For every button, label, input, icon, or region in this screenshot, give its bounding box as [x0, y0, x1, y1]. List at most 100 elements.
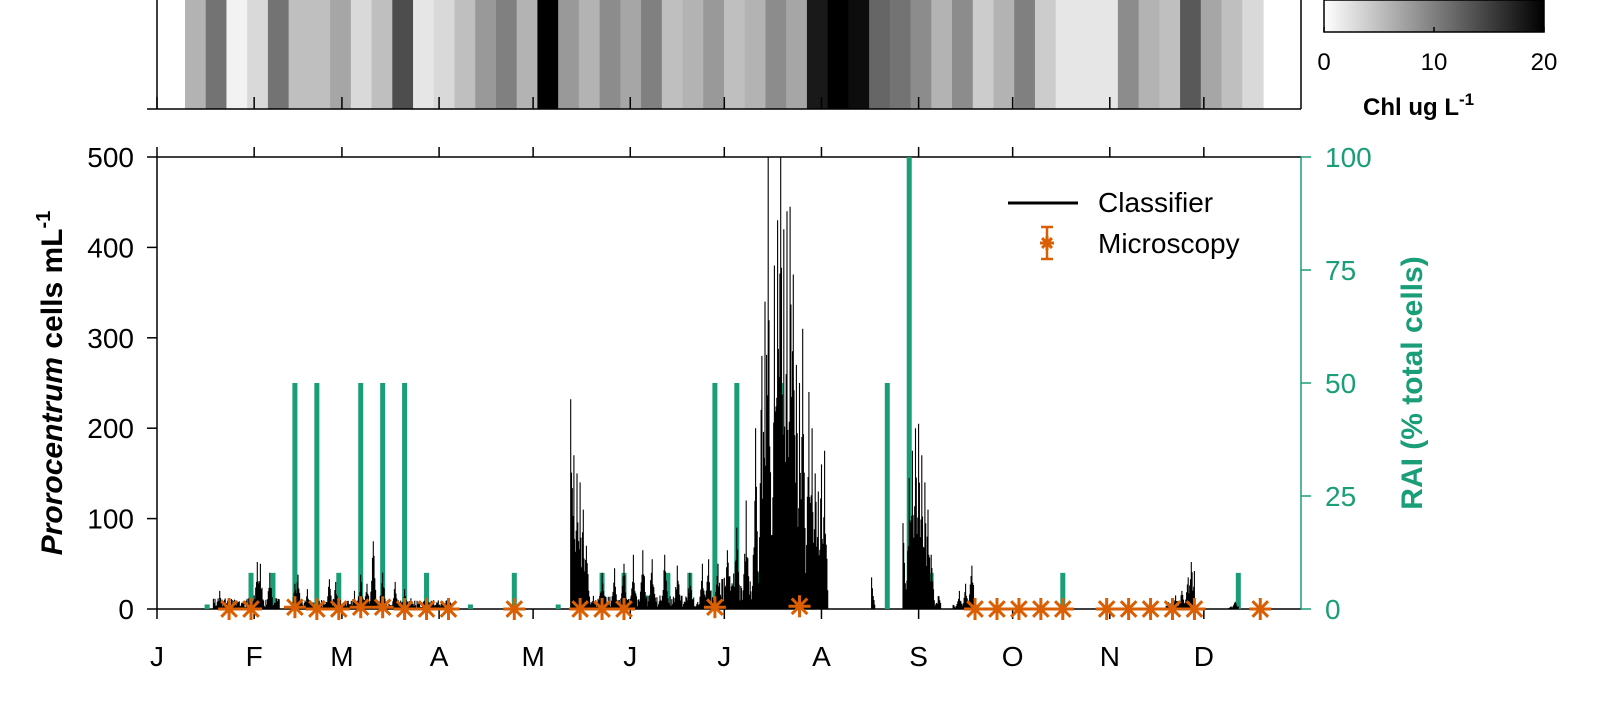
rai-bar [204, 604, 210, 609]
heatmap-cell [226, 0, 248, 109]
heatmap-cell [620, 0, 642, 109]
rai-bar [270, 572, 276, 609]
colorbar-title-superscript: -1 [1459, 90, 1474, 109]
microscopy-point [613, 598, 636, 620]
heatmap-cell [1242, 0, 1264, 109]
marker-stroke [373, 598, 392, 617]
marker-stroke [1040, 236, 1054, 250]
heatmap-cell [724, 0, 746, 109]
heatmap-cell [931, 0, 953, 109]
microscopy-series [218, 595, 1272, 620]
marker-stroke [1053, 600, 1072, 618]
heatmap-cell [703, 0, 725, 109]
marker-stroke [1032, 600, 1050, 618]
x-tick-label: M [330, 641, 353, 672]
legend-microscopy-marker [1040, 225, 1054, 261]
x-tick-label: M [521, 641, 544, 672]
x-tick-label: O [1002, 641, 1024, 672]
y-axis-title-italic: Prorocentrum [36, 357, 69, 555]
microscopy-point [393, 598, 416, 620]
y2-tick-label: 50 [1325, 368, 1356, 399]
marker-stroke [966, 600, 984, 618]
rai-bar [884, 383, 890, 609]
legend-classifier-label: Classifier [1098, 187, 1213, 218]
marker-stroke [329, 600, 348, 618]
x-tick-label: N [1100, 641, 1120, 672]
marker-stroke [220, 600, 238, 618]
y2-tick-label: 100 [1325, 142, 1372, 173]
rai-bar [1235, 572, 1241, 609]
heatmap-cell [1117, 0, 1140, 109]
heatmap-cell [330, 0, 352, 109]
heatmap-cell [558, 0, 580, 109]
heatmap-cell [827, 0, 849, 109]
microscopy-point [371, 596, 394, 619]
heatmap-cell [205, 0, 228, 109]
x-tick-label: S [909, 641, 928, 672]
heatmap-cell [475, 0, 497, 109]
heatmap-cell [641, 0, 663, 109]
microscopy-point [218, 598, 241, 620]
microscopy-point [305, 598, 328, 620]
x-tick-label: J [623, 641, 637, 672]
x-tick-label: A [812, 641, 831, 672]
classifier-line [212, 157, 1239, 609]
legend-microscopy-label: Microscopy [1098, 228, 1240, 259]
microscopy-point [327, 598, 350, 620]
heatmap-cell [1014, 0, 1036, 109]
marker-stroke [593, 600, 611, 618]
x-tick-label: A [430, 641, 449, 672]
heatmap-cell [288, 0, 310, 109]
microscopy-point [503, 598, 526, 620]
heatmap-cell [806, 0, 829, 109]
microscopy-point [964, 598, 987, 620]
rai-bar [380, 383, 386, 609]
marker-stroke [417, 600, 436, 618]
heatmap-cell [433, 0, 456, 109]
marker-stroke [1010, 600, 1028, 618]
heatmap-cell [952, 0, 974, 109]
heatmap-cell [1097, 0, 1119, 109]
y-tick-label: 300 [87, 323, 134, 354]
colorbar-tick-label: 0 [1317, 49, 1330, 76]
heatmap-strip-axis [147, 0, 1302, 110]
marker-stroke [395, 600, 414, 618]
colorbar-tick-label: 10 [1421, 49, 1448, 76]
marker-stroke [1119, 600, 1138, 618]
legend: Classifier Microscopy [1008, 187, 1240, 261]
microscopy-point [788, 595, 811, 618]
heatmap-cell [1221, 0, 1243, 109]
heatmap-cell [1200, 0, 1223, 109]
microscopy-point [985, 598, 1008, 620]
microscopy-point [437, 598, 460, 620]
rai-bar [734, 383, 740, 609]
marker-stroke [571, 600, 589, 618]
y-tick-label: 100 [87, 504, 134, 535]
marker-stroke [1163, 600, 1182, 618]
heatmap-cell [910, 0, 932, 109]
marker-stroke [615, 600, 633, 618]
rai-bars [204, 157, 1241, 609]
heatmap-cell [267, 0, 290, 109]
heatmap-cell [247, 0, 269, 109]
heatmap-cell [848, 0, 870, 109]
rai-bar [292, 383, 298, 609]
microscopy-point [591, 598, 614, 620]
x-tick-label: J [717, 641, 731, 672]
heatmap-cell [495, 0, 518, 109]
heatmap-cell [454, 0, 476, 109]
y-tick-label: 400 [87, 232, 134, 263]
marker-stroke [308, 600, 326, 618]
x-tick-label: D [1194, 641, 1214, 672]
heatmap-cell [392, 0, 414, 109]
microscopy-point [569, 598, 592, 620]
heatmap-cell [516, 0, 539, 109]
heatmap-cell [765, 0, 787, 109]
classifier-series [212, 157, 1239, 609]
microscopy-point [1051, 598, 1074, 620]
heatmap-cell [1034, 0, 1057, 109]
y-tick-label: 0 [118, 594, 134, 625]
colorbar-gradient-bar [1323, 0, 1545, 33]
y-axis-title: Prorocentrum cells mL-1 [33, 211, 69, 556]
